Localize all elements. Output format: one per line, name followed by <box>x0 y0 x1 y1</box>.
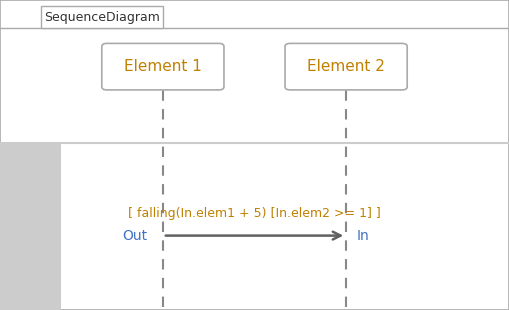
FancyBboxPatch shape <box>41 6 163 28</box>
Text: SequenceDiagram: SequenceDiagram <box>44 11 160 24</box>
Text: Element 2: Element 2 <box>307 59 385 74</box>
Text: In: In <box>356 228 369 243</box>
FancyBboxPatch shape <box>285 43 407 90</box>
Text: Element 1: Element 1 <box>124 59 202 74</box>
FancyBboxPatch shape <box>102 43 224 90</box>
Text: [ falling(In.elem1 + 5) [In.elem2 >= 1] ]: [ falling(In.elem1 + 5) [In.elem2 >= 1] … <box>128 207 381 220</box>
Text: Out: Out <box>123 228 148 243</box>
FancyBboxPatch shape <box>0 143 61 310</box>
